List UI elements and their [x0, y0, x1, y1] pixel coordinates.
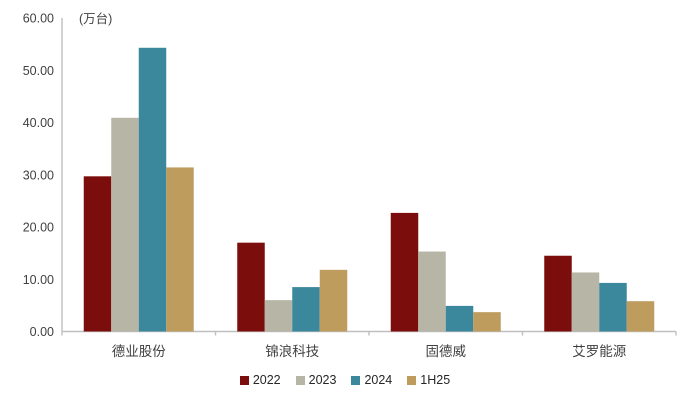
y-axis-unit-label: (万台): [79, 11, 112, 26]
legend-label: 2024: [364, 373, 393, 387]
bar-2024-c2: [445, 305, 474, 332]
bar-2024-c3: [599, 282, 627, 332]
x-axis-category-label: 艾罗能源: [572, 344, 626, 359]
bar-2024-c0: [138, 47, 167, 332]
bar-1H25-c0: [166, 167, 194, 332]
legend-label: 2023: [308, 373, 337, 387]
chart-legend: 2022 2023 2024 1H25: [0, 373, 690, 387]
y-axis-tick-label: 0.00: [30, 325, 54, 339]
legend-swatch-icon: [295, 375, 305, 385]
y-axis-tick-label: 40.00: [23, 116, 54, 130]
bar-1H25-c3: [626, 301, 655, 332]
y-axis-tick-label: 30.00: [23, 168, 54, 182]
legend-item-2022: 2022: [239, 373, 281, 387]
bar-2023-c0: [111, 117, 139, 332]
x-axis-category-label: 锦浪科技: [265, 344, 319, 359]
bar-1H25-c1: [319, 269, 348, 332]
bar-2024-c1: [292, 287, 320, 332]
legend-item-2024: 2024: [351, 373, 392, 387]
bar-2022-c3: [544, 255, 572, 332]
y-axis-tick-label: 60.00: [23, 12, 54, 26]
y-axis-tick-label: 20.00: [23, 221, 54, 235]
bar-2022-c2: [390, 212, 419, 332]
legend-label: 1H25: [420, 373, 451, 387]
bar-2023-c3: [571, 272, 600, 332]
x-axis-category-label: 德业股份: [112, 344, 166, 359]
legend-swatch-icon: [351, 375, 361, 385]
bar-2023-c1: [264, 300, 293, 332]
legend-swatch-icon: [239, 375, 249, 385]
bar-2022-c0: [83, 176, 112, 332]
legend-swatch-icon: [407, 375, 417, 385]
legend-item-1H25: 1H25: [407, 373, 450, 387]
bar-2023-c2: [418, 251, 446, 332]
y-axis-tick-label: 50.00: [23, 64, 54, 78]
legend-item-2023: 2023: [295, 373, 337, 387]
bar-1H25-c2: [473, 312, 501, 332]
x-axis-category-label: 固德威: [426, 344, 467, 359]
bar-2022-c1: [237, 242, 265, 332]
y-axis-tick-label: 10.00: [23, 273, 54, 287]
legend-label: 2022: [252, 373, 281, 387]
